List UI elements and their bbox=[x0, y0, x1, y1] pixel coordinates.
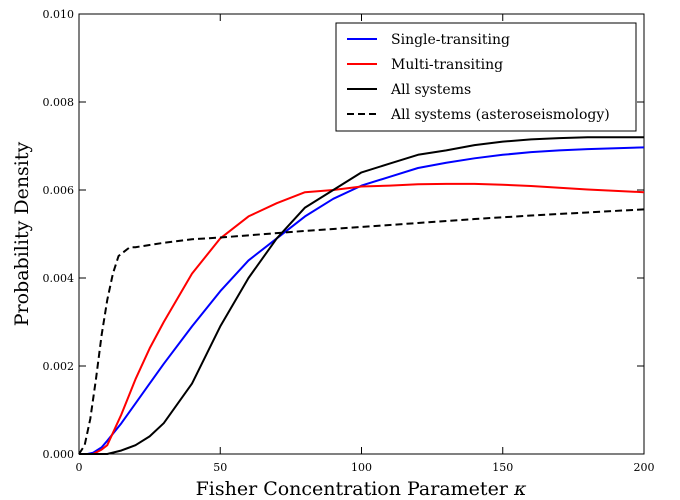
legend-label: All systems (asteroseismology) bbox=[390, 107, 610, 123]
series-line-4 bbox=[78, 208, 645, 455]
legend-label: Single-transiting bbox=[391, 32, 510, 48]
series-lines bbox=[78, 136, 645, 455]
series-line-1 bbox=[79, 146, 645, 455]
axis-ticks: 0 50 100 150 200 0.000 0.002 0.004 0.006 0.008 0.0… bbox=[43, 8, 655, 474]
x-tick-label: 50 bbox=[213, 461, 227, 474]
y-tick-label: 0.002 bbox=[43, 360, 75, 373]
x-axis-label: Fisher Concentration Parameter κ bbox=[196, 478, 527, 500]
y-tick-label: 0.004 bbox=[43, 272, 75, 285]
y-tick-label: 0.010 bbox=[43, 8, 75, 21]
legend-label: All systems bbox=[390, 82, 471, 98]
x-tick-label: 200 bbox=[634, 461, 655, 474]
x-tick-label: 150 bbox=[492, 461, 513, 474]
legend-box bbox=[335, 22, 637, 132]
legend: Single-transiting Multi-transiting All sys… bbox=[335, 22, 637, 132]
series-line-2 bbox=[79, 182, 645, 455]
series-line-3 bbox=[79, 136, 644, 455]
x-tick-label: 0 bbox=[76, 461, 83, 474]
y-tick-label: 0.006 bbox=[43, 184, 75, 197]
y-tick-label: 0.008 bbox=[43, 96, 75, 109]
y-axis-label: Probability Density bbox=[11, 141, 33, 326]
y-tick-label: 0.000 bbox=[43, 448, 75, 461]
x-tick-label: 100 bbox=[351, 461, 372, 474]
legend-label: Multi-transiting bbox=[391, 57, 503, 73]
